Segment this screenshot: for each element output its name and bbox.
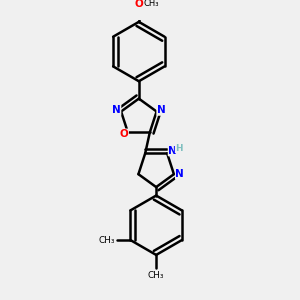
Text: H: H bbox=[175, 144, 183, 153]
Text: N: N bbox=[157, 105, 166, 115]
Text: CH₃: CH₃ bbox=[144, 0, 159, 8]
Text: N: N bbox=[168, 146, 177, 156]
Text: N: N bbox=[176, 169, 184, 179]
Text: CH₃: CH₃ bbox=[98, 236, 115, 244]
Text: O: O bbox=[120, 129, 128, 139]
Text: CH₃: CH₃ bbox=[148, 271, 164, 280]
Text: N: N bbox=[112, 105, 121, 115]
Text: O: O bbox=[134, 0, 143, 9]
